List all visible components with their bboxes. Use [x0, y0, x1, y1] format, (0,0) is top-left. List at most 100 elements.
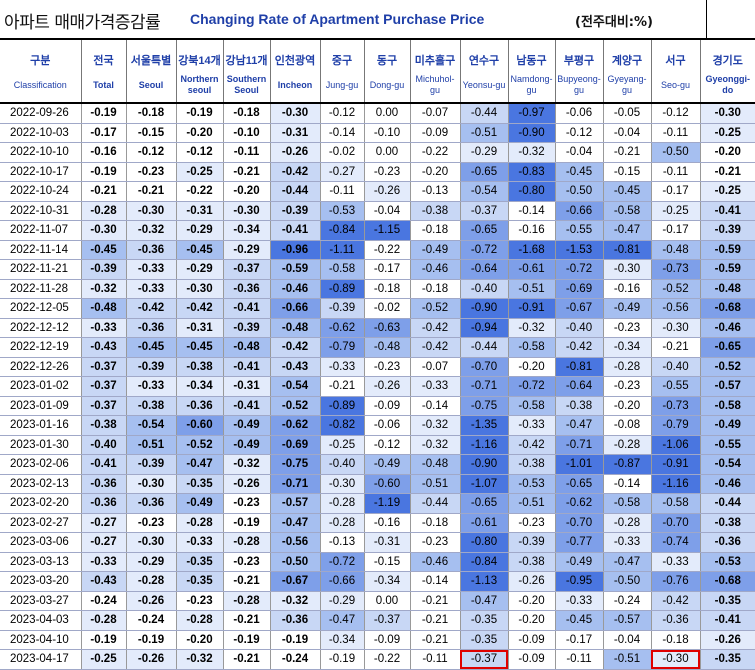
- table-cell: -0.12: [650, 103, 700, 124]
- table-cell: -0.42: [409, 318, 460, 338]
- table-cell: -0.40: [80, 435, 126, 455]
- table-row: 2023-04-10 -0.19 -0.19 -0.20 -0.19 -0.19 -0.34…: [0, 630, 755, 650]
- table-cell: -0.48: [222, 337, 270, 358]
- table-cell: -0.20: [507, 357, 555, 377]
- table-cell: -0.37: [363, 610, 410, 631]
- table-cell: -0.21: [699, 162, 755, 182]
- table-cell: -0.07: [409, 103, 460, 124]
- table-cell: -0.38: [507, 454, 555, 475]
- table-cell: -1.15: [363, 220, 410, 241]
- column-header-kr: 중구: [319, 38, 364, 68]
- table-cell: -0.34: [222, 220, 270, 241]
- table-cell: -0.19: [80, 630, 126, 650]
- row-date: 2022-10-10: [0, 142, 81, 163]
- table-cell: -0.10: [363, 123, 410, 143]
- table-cell: -0.49: [554, 552, 603, 572]
- table-cell: -0.31: [269, 123, 320, 143]
- table-cell: -0.32: [269, 591, 320, 611]
- table-cell: -0.33: [409, 376, 460, 397]
- table-cell: -0.50: [650, 142, 700, 163]
- table-cell: -0.38: [554, 396, 603, 416]
- table-cell: -0.31: [363, 532, 410, 553]
- table-cell: -0.20: [409, 162, 460, 182]
- table-header: 구분 전국 서울특별 강북14개 강남11개 인천광역 중구 동구 미추홀구 연수구 남동구 부평구 계…: [0, 38, 755, 104]
- table-cell: -0.18: [125, 103, 176, 124]
- table-cell: -0.17: [554, 630, 603, 650]
- table-cell: -0.43: [80, 337, 126, 358]
- table-cell: -0.31: [175, 318, 223, 338]
- table-cell: -0.38: [125, 396, 176, 416]
- table-row: 2022-12-12 -0.33 -0.36 -0.31 -0.39 -0.48 -0.62…: [0, 318, 755, 338]
- row-date: 2022-10-03: [0, 123, 81, 143]
- table-cell: -0.25: [80, 649, 126, 670]
- table-cell: -0.53: [507, 474, 555, 494]
- table-cell: -0.28: [602, 435, 651, 455]
- row-date: 2022-10-31: [0, 201, 81, 221]
- table-cell: -0.58: [507, 396, 555, 416]
- table-cell: -0.20: [222, 181, 270, 202]
- column-header-kr: 연수구: [459, 38, 508, 68]
- table-cell: -0.15: [602, 162, 651, 182]
- table-row: 2022-09-26 -0.19 -0.18 -0.19 -0.18 -0.30 -0.12…: [0, 103, 755, 124]
- table-row: 2023-02-06 -0.41 -0.39 -0.47 -0.32 -0.75 -0.40…: [0, 454, 755, 475]
- table-cell: -0.35: [459, 610, 508, 631]
- table-cell: -0.11: [319, 181, 364, 202]
- table-cell: -0.30: [222, 201, 270, 221]
- table-cell: -0.33: [125, 259, 176, 280]
- column-header-kr: 서구: [650, 38, 700, 68]
- row-date: 2023-02-13: [0, 474, 81, 494]
- table-cell: -0.43: [80, 571, 126, 592]
- table-cell: -0.27: [80, 513, 126, 533]
- table-row: 2023-03-13 -0.33 -0.29 -0.35 -0.23 -0.50 -0.72…: [0, 552, 755, 572]
- column-header-kr: 구분: [0, 38, 81, 68]
- table-cell: -0.54: [699, 454, 755, 475]
- table-cell: -0.08: [602, 415, 651, 436]
- table-cell: -0.19: [222, 630, 270, 650]
- table-cell: -0.16: [507, 220, 555, 241]
- table-cell: -0.53: [699, 552, 755, 572]
- table-row: 2022-11-14 -0.45 -0.36 -0.45 -0.29 -0.96 -1.11…: [0, 240, 755, 260]
- table-cell: -0.48: [80, 298, 126, 319]
- table-cell: -0.26: [222, 474, 270, 494]
- table-cell: -0.81: [554, 357, 603, 377]
- table-cell: -0.72: [507, 376, 555, 397]
- table-cell: -0.33: [125, 279, 176, 299]
- row-date: 2023-02-06: [0, 454, 81, 475]
- table-cell: -0.09: [507, 649, 555, 670]
- table-cell: -0.49: [602, 298, 651, 319]
- table-cell: -0.63: [363, 318, 410, 338]
- table-cell: -0.30: [269, 103, 320, 124]
- table-cell: -0.58: [319, 259, 364, 280]
- table-cell: -0.17: [363, 259, 410, 280]
- table-cell: -0.37: [80, 396, 126, 416]
- table-row: 2022-11-07 -0.30 -0.32 -0.29 -0.34 -0.41 -0.84…: [0, 220, 755, 241]
- column-header-en: Gyeonggi-do: [699, 68, 755, 104]
- table-cell: -0.23: [602, 376, 651, 397]
- table-cell: -0.34: [602, 337, 651, 358]
- table-cell: -0.31: [175, 201, 223, 221]
- column-header-kr: 미추홀구: [409, 38, 460, 68]
- table-cell: -0.47: [602, 220, 651, 241]
- column-header-en: Classification: [0, 68, 81, 104]
- table-cell: -0.23: [125, 162, 176, 182]
- title-bar: 아파트 매매가격증감률 Changing Rate of Apartment P…: [0, 0, 755, 38]
- table-cell: -0.23: [363, 357, 410, 377]
- table-row: 2023-04-03 -0.28 -0.24 -0.28 -0.21 -0.36 -0.47…: [0, 610, 755, 631]
- table-cell: -0.80: [507, 181, 555, 202]
- table-cell: -0.02: [319, 142, 364, 163]
- column-header-kr: 동구: [363, 38, 410, 68]
- table-cell: -0.29: [459, 142, 508, 163]
- column-header-kr: 남동구: [507, 38, 555, 68]
- table-cell: -0.25: [699, 123, 755, 143]
- table-cell: -0.19: [319, 649, 364, 670]
- table-cell: -0.51: [409, 474, 460, 494]
- header-divider: [706, 0, 707, 38]
- table-cell: -0.29: [125, 552, 176, 572]
- table-cell: -0.14: [409, 571, 460, 592]
- table-cell: -0.45: [175, 240, 223, 260]
- row-date: 2023-03-13: [0, 552, 81, 572]
- table-cell: -0.65: [554, 474, 603, 494]
- table-cell: -0.12: [125, 142, 176, 163]
- table-cell: -0.13: [409, 181, 460, 202]
- row-date: 2022-12-05: [0, 298, 81, 319]
